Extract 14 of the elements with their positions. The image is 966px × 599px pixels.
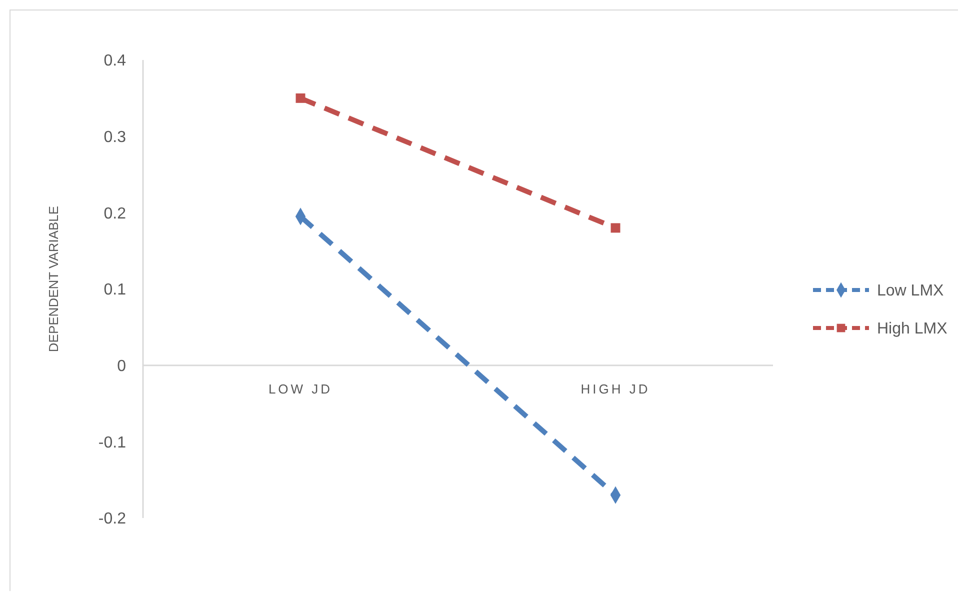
x-tick-label: LOW JD	[268, 381, 333, 396]
x-tick-label: HIGH JD	[580, 381, 650, 396]
y-tick-label: 0.1	[104, 282, 126, 299]
point	[610, 223, 620, 233]
y-tick-label: 0.3	[104, 128, 126, 146]
point	[296, 93, 306, 103]
y-tick-label: -0.2	[98, 510, 126, 528]
y-tick-label: -0.1	[98, 434, 126, 452]
y-tick-label: 0.2	[104, 205, 126, 222]
y-axis-title: DEPENDENT VARIABLE	[46, 206, 61, 352]
y-tick-label: 0.4	[104, 52, 126, 70]
legend-label: High LMX	[877, 320, 948, 338]
legend-label: Low LMX	[877, 282, 944, 300]
y-tick-label: 0	[117, 358, 126, 375]
